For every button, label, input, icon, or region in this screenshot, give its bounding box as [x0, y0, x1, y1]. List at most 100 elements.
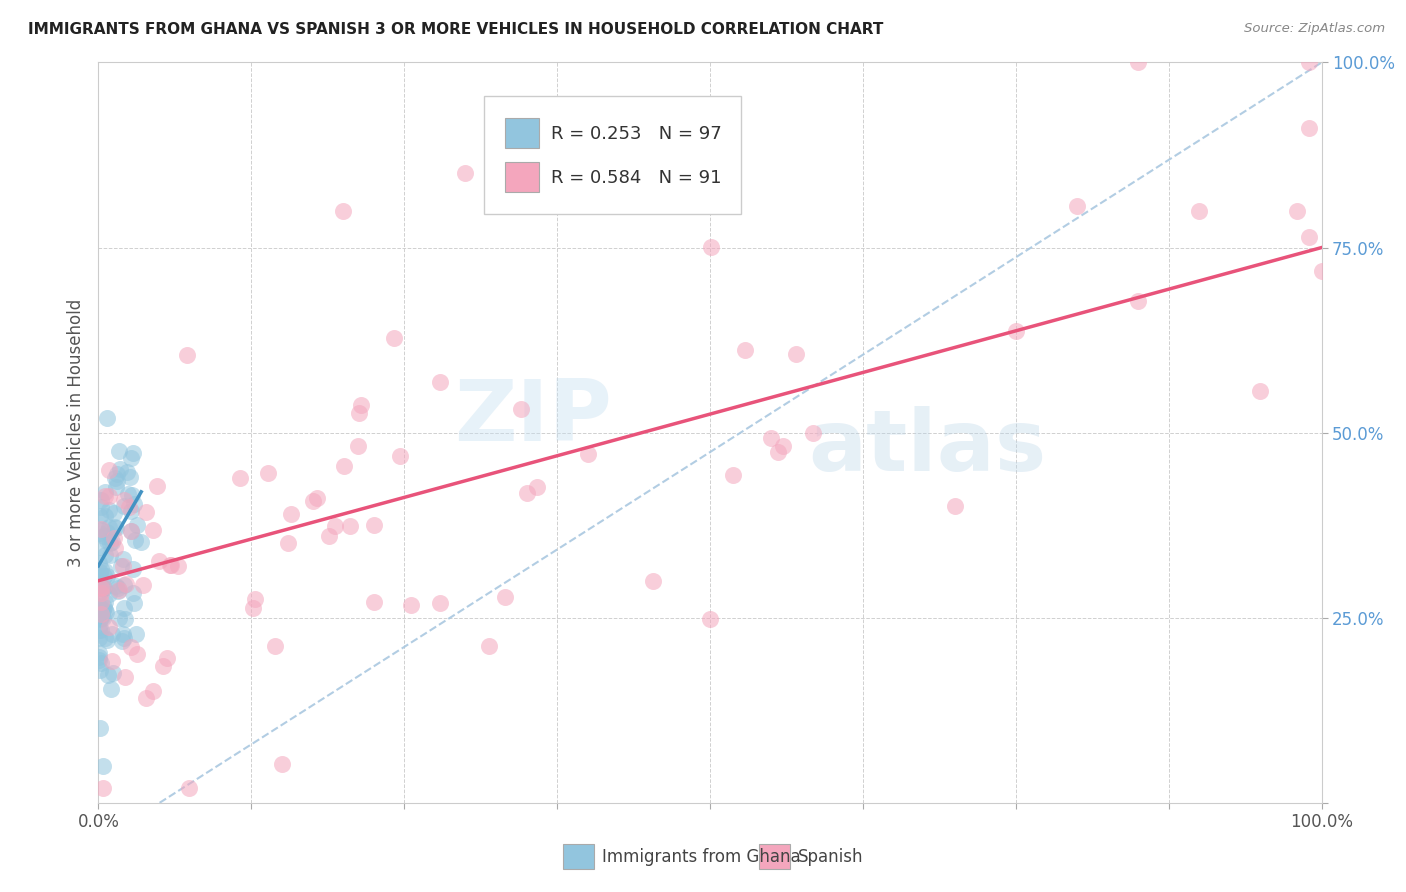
Point: [105, 579, 128, 593]
Point: [1286, 204, 1309, 219]
Point: [100, 681, 122, 696]
Point: [89, 581, 111, 595]
Point: [98, 620, 121, 634]
Point: [1188, 204, 1211, 219]
Point: [349, 398, 371, 412]
Point: [160, 558, 183, 572]
Point: [117, 465, 139, 479]
Point: [107, 583, 129, 598]
Point: [104, 471, 127, 485]
Point: [122, 562, 145, 576]
Point: [1250, 384, 1272, 398]
Point: [120, 504, 142, 518]
Point: [333, 459, 356, 474]
Point: [93, 599, 115, 614]
Point: [98, 489, 121, 503]
Point: [399, 598, 422, 612]
Point: [89, 566, 111, 580]
Point: [111, 634, 134, 648]
Point: [104, 521, 127, 535]
Point: [89, 653, 111, 667]
Point: [125, 627, 148, 641]
Point: [101, 654, 124, 668]
Point: [104, 541, 127, 556]
Point: [105, 475, 128, 489]
Point: [104, 520, 127, 534]
Point: [152, 659, 174, 673]
Point: [107, 583, 129, 598]
Point: [135, 690, 157, 705]
Point: [89, 569, 111, 583]
Point: [1298, 55, 1320, 70]
Point: [301, 494, 323, 508]
Point: [516, 486, 538, 500]
Point: [132, 578, 155, 592]
Point: [347, 406, 370, 420]
Point: [94, 489, 117, 503]
Point: [96, 569, 118, 583]
Point: [87, 650, 110, 665]
Point: [108, 611, 131, 625]
Text: Immigrants from Ghana: Immigrants from Ghana: [602, 848, 801, 866]
Point: [1004, 324, 1026, 338]
Point: [478, 639, 501, 653]
Point: [93, 528, 115, 542]
Point: [454, 166, 477, 180]
FancyBboxPatch shape: [564, 844, 593, 870]
Point: [90, 523, 112, 537]
Point: [101, 665, 124, 680]
Text: atlas: atlas: [808, 406, 1046, 489]
Point: [90, 586, 112, 600]
Point: [1298, 121, 1320, 136]
Point: [256, 467, 278, 481]
Text: R = 0.253   N = 97: R = 0.253 N = 97: [551, 125, 721, 143]
Point: [94, 595, 117, 609]
Point: [90, 522, 112, 536]
Point: [120, 524, 142, 539]
Point: [90, 624, 112, 638]
Point: [97, 463, 120, 477]
Point: [107, 444, 129, 458]
Point: [127, 518, 149, 533]
Point: [91, 758, 114, 772]
Point: [159, 558, 181, 572]
Point: [1128, 293, 1150, 308]
Point: [90, 656, 112, 670]
FancyBboxPatch shape: [759, 844, 790, 870]
Point: [1128, 55, 1150, 70]
FancyBboxPatch shape: [505, 162, 538, 192]
Point: [124, 533, 146, 547]
Point: [90, 500, 112, 514]
Point: [146, 479, 169, 493]
Point: [93, 581, 115, 595]
Point: [1310, 264, 1333, 278]
Point: [124, 497, 146, 511]
Point: [93, 603, 115, 617]
Text: Source: ZipAtlas.com: Source: ZipAtlas.com: [1244, 22, 1385, 36]
Point: [114, 631, 136, 645]
Point: [89, 611, 111, 625]
Y-axis label: 3 or more Vehicles in Household: 3 or more Vehicles in Household: [66, 299, 84, 566]
Point: [772, 439, 794, 453]
Point: [90, 562, 112, 576]
Point: [307, 491, 329, 505]
Point: [93, 581, 115, 595]
Point: [90, 603, 112, 617]
Point: [347, 440, 370, 454]
Point: [93, 568, 115, 582]
Point: [323, 519, 346, 533]
Point: [576, 448, 599, 462]
Point: [90, 582, 112, 596]
Point: [229, 470, 252, 484]
Point: [111, 558, 134, 573]
Point: [90, 595, 112, 609]
Point: [87, 620, 110, 634]
Point: [277, 536, 299, 550]
Point: [90, 540, 112, 554]
Point: [121, 488, 143, 502]
Point: [785, 346, 807, 360]
Point: [641, 574, 664, 588]
Point: [114, 670, 136, 684]
Point: [120, 451, 142, 466]
Point: [91, 611, 114, 625]
